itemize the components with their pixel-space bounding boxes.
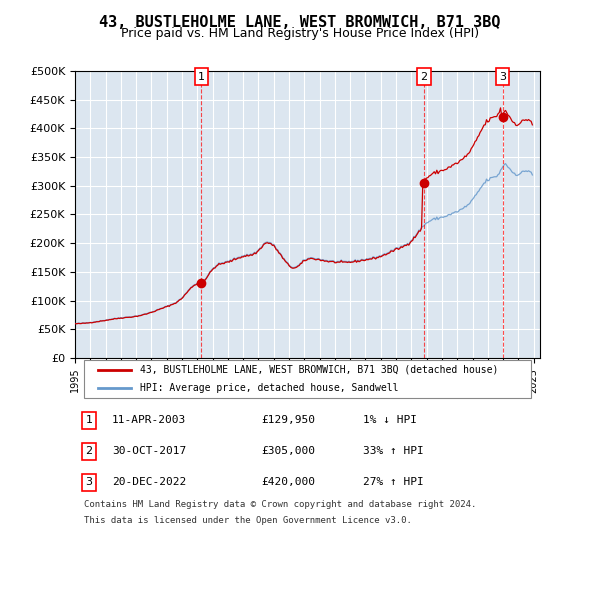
- Text: 2: 2: [85, 447, 92, 457]
- Text: 1% ↓ HPI: 1% ↓ HPI: [364, 415, 418, 425]
- Text: 43, BUSTLEHOLME LANE, WEST BROMWICH, B71 3BQ: 43, BUSTLEHOLME LANE, WEST BROMWICH, B71…: [99, 15, 501, 30]
- Text: 43, BUSTLEHOLME LANE, WEST BROMWICH, B71 3BQ (detached house): 43, BUSTLEHOLME LANE, WEST BROMWICH, B71…: [140, 365, 499, 375]
- Text: Price paid vs. HM Land Registry's House Price Index (HPI): Price paid vs. HM Land Registry's House …: [121, 27, 479, 40]
- Text: 3: 3: [85, 477, 92, 487]
- Text: This data is licensed under the Open Government Licence v3.0.: This data is licensed under the Open Gov…: [84, 516, 412, 525]
- Text: Contains HM Land Registry data © Crown copyright and database right 2024.: Contains HM Land Registry data © Crown c…: [84, 500, 476, 509]
- Text: 27% ↑ HPI: 27% ↑ HPI: [364, 477, 424, 487]
- Text: HPI: Average price, detached house, Sandwell: HPI: Average price, detached house, Sand…: [140, 383, 398, 393]
- Text: 3: 3: [499, 71, 506, 81]
- Text: 11-APR-2003: 11-APR-2003: [112, 415, 187, 425]
- Text: 20-DEC-2022: 20-DEC-2022: [112, 477, 187, 487]
- Text: £129,950: £129,950: [261, 415, 315, 425]
- Text: £420,000: £420,000: [261, 477, 315, 487]
- Text: 33% ↑ HPI: 33% ↑ HPI: [364, 447, 424, 457]
- Text: 1: 1: [85, 415, 92, 425]
- FancyBboxPatch shape: [84, 360, 531, 398]
- Text: 2: 2: [421, 71, 428, 81]
- Text: 1: 1: [198, 71, 205, 81]
- Text: 30-OCT-2017: 30-OCT-2017: [112, 447, 187, 457]
- Text: £305,000: £305,000: [261, 447, 315, 457]
